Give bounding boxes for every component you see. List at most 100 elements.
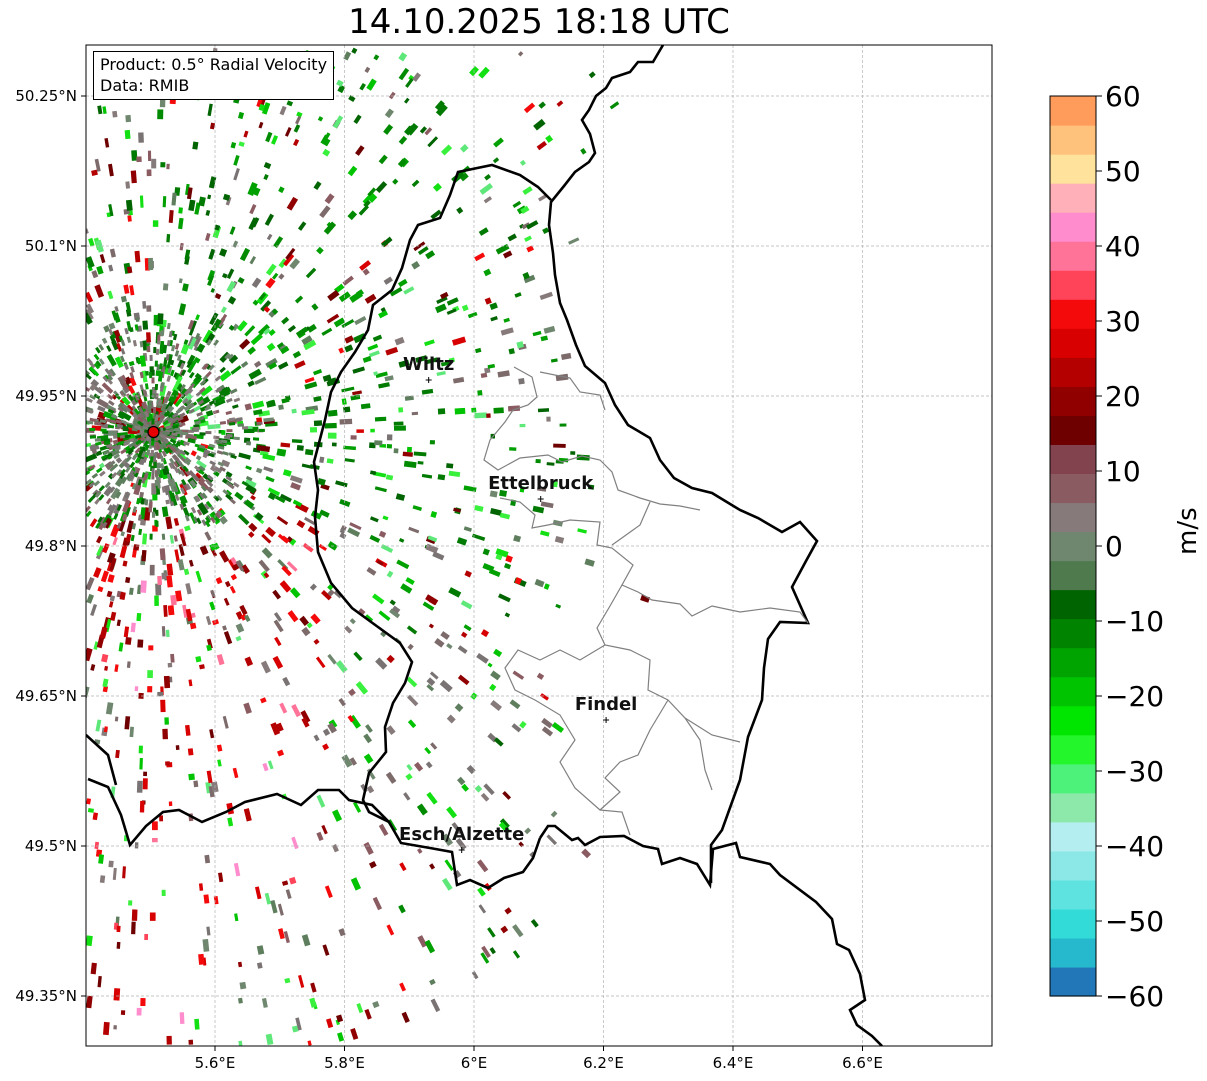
velocity-gate: [453, 507, 462, 513]
velocity-gate: [204, 854, 211, 864]
velocity-gate: [225, 493, 232, 501]
velocity-gate: [142, 440, 149, 448]
velocity-gate: [407, 643, 414, 651]
colorbar-segment: [1050, 357, 1096, 387]
velocity-gate: [375, 181, 388, 193]
velocity-gate: [374, 440, 383, 446]
velocity-gate: [104, 481, 111, 489]
velocity-gate: [110, 611, 117, 621]
velocity-gate: [343, 406, 351, 413]
velocity-gate: [97, 405, 106, 413]
colorbar-tick-label: −40: [1105, 830, 1164, 863]
velocity-gate: [349, 290, 364, 303]
velocity-gate: [509, 699, 521, 710]
velocity-gate: [165, 516, 173, 530]
velocity-gate: [104, 368, 111, 375]
velocity-gate: [478, 904, 487, 914]
velocity-gate: [101, 337, 108, 344]
velocity-gate: [336, 79, 344, 87]
velocity-gate: [500, 925, 509, 934]
velocity-gate: [542, 227, 550, 235]
velocity-gate: [102, 543, 110, 554]
velocity-gate: [411, 411, 419, 416]
colorbar-segment: [1050, 966, 1096, 997]
velocity-gate: [415, 355, 428, 363]
velocity-gate: [120, 348, 126, 355]
velocity-gate: [134, 250, 141, 263]
velocity-gate: [156, 468, 161, 475]
velocity-gate: [327, 722, 337, 734]
velocity-gate: [380, 631, 387, 638]
velocity-gate: [291, 1025, 299, 1033]
velocity-gate: [118, 519, 126, 532]
velocity-gate: [559, 423, 567, 427]
velocity-gate: [102, 678, 109, 688]
velocity-gate: [256, 962, 263, 969]
country-borders: [86, 45, 883, 1046]
velocity-gate: [187, 433, 194, 438]
velocity-gate: [193, 780, 199, 788]
colorbar-segment: [1050, 154, 1096, 184]
velocity-gate: [96, 398, 109, 409]
velocity-gate: [347, 527, 361, 538]
velocity-gate: [166, 375, 172, 382]
velocity-gate: [204, 520, 211, 528]
velocity-gate: [166, 322, 171, 330]
velocity-gate: [100, 570, 109, 583]
velocity-gate: [538, 101, 546, 109]
velocity-gate: [213, 895, 219, 905]
velocity-gate: [121, 403, 132, 413]
velocity-gate: [92, 812, 99, 821]
velocity-gate: [105, 418, 113, 423]
colorbar-segment: [1050, 241, 1096, 271]
velocity-gate: [223, 597, 230, 606]
velocity-gate: [157, 109, 164, 120]
velocity-gate: [295, 326, 309, 338]
velocity-gate: [386, 924, 395, 936]
velocity-gate: [430, 742, 438, 750]
velocity-gate: [132, 420, 140, 427]
radial-velocity-scan: [86, 47, 651, 1046]
velocity-gate: [139, 757, 143, 770]
velocity-gate: [495, 548, 509, 558]
velocity-gate: [199, 432, 206, 436]
velocity-gate: [523, 102, 536, 114]
colorbar-segment: [1050, 821, 1096, 852]
velocity-gate: [222, 272, 228, 279]
velocity-gate: [96, 545, 104, 556]
velocity-gate: [181, 431, 188, 436]
velocity-gate: [514, 292, 522, 298]
velocity-gate: [95, 421, 102, 426]
velocity-gate: [386, 725, 396, 735]
velocity-gate: [587, 484, 595, 490]
velocity-gate: [425, 761, 433, 769]
velocity-gate: [289, 258, 301, 270]
city-label: Esch/Alzette: [399, 824, 524, 845]
velocity-gate: [122, 560, 128, 567]
velocity-gate: [179, 495, 188, 505]
velocity-gate: [273, 236, 284, 248]
velocity-gate: [327, 409, 338, 417]
velocity-gate: [503, 562, 512, 570]
velocity-gate: [524, 827, 532, 835]
velocity-gate: [403, 460, 417, 469]
velocity-gate: [205, 209, 211, 216]
velocity-gate: [187, 360, 197, 374]
cantonal-boundary-north: [483, 366, 701, 511]
velocity-gate: [394, 336, 405, 346]
velocity-gate: [139, 340, 144, 348]
velocity-gate: [440, 361, 451, 367]
velocity-gate: [130, 170, 137, 184]
velocity-gate: [96, 535, 103, 544]
velocity-gate: [166, 339, 171, 347]
velocity-gate: [504, 612, 511, 618]
colorbar-segment: [1050, 444, 1096, 475]
velocity-gate: [186, 187, 193, 200]
velocity-gate: [194, 465, 201, 472]
velocity-gate: [94, 158, 101, 172]
velocity-gate: [254, 512, 264, 522]
velocity-gate: [171, 442, 179, 449]
velocity-gate: [498, 821, 511, 835]
velocity-gate: [182, 604, 188, 618]
velocity-gate: [349, 757, 358, 766]
